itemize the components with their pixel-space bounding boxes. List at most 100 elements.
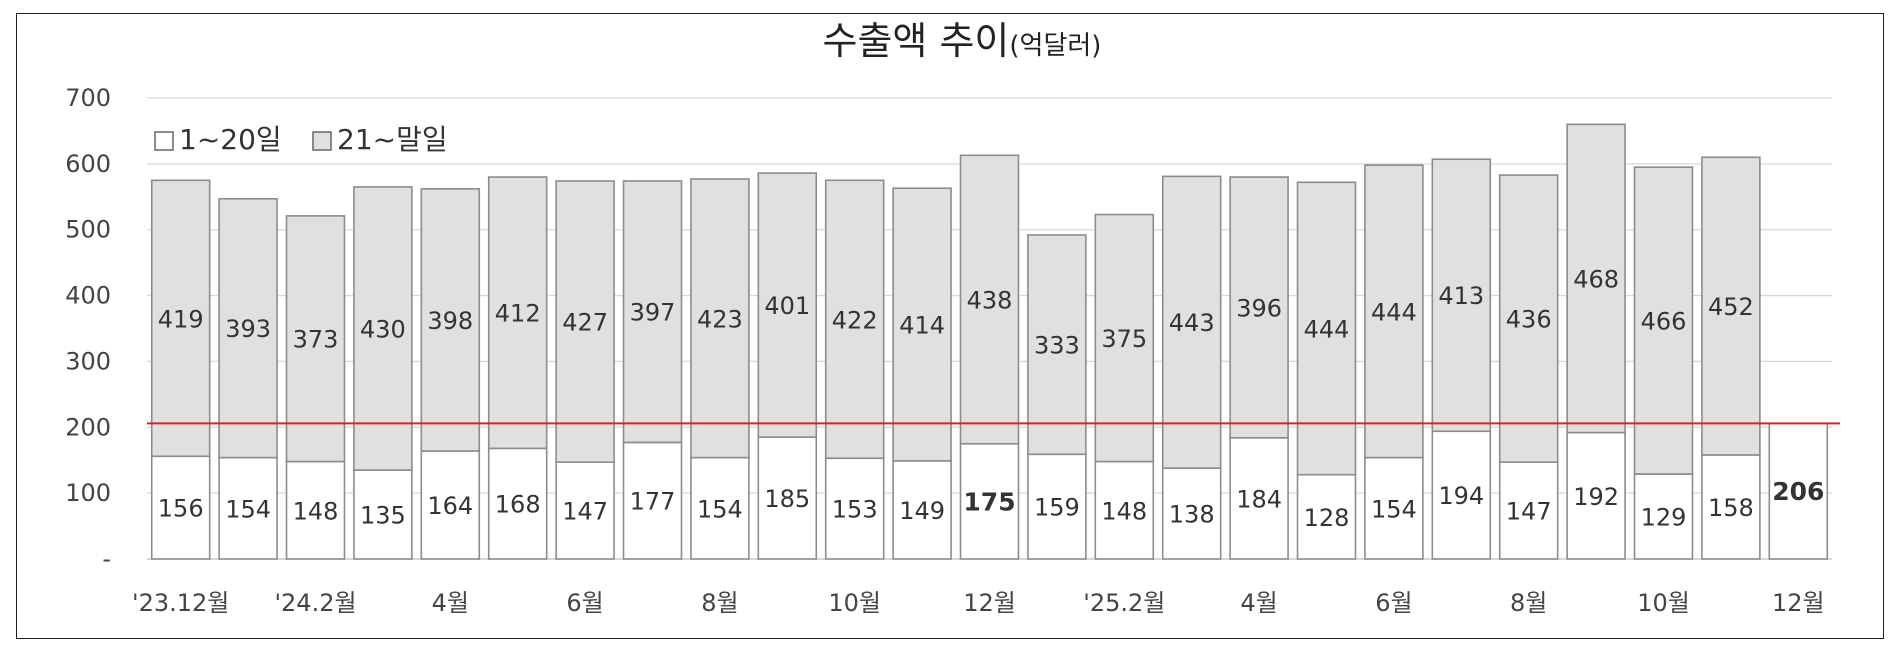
data-label: 419 — [158, 305, 204, 333]
data-label: 147 — [1506, 498, 1552, 526]
x-tick-label: 4월 — [1240, 589, 1277, 617]
data-label: 436 — [1506, 306, 1552, 334]
bar-segment-21-end — [622, 180, 683, 444]
data-label: 184 — [1236, 485, 1282, 513]
bar-segment-1-20 — [1768, 422, 1829, 560]
legend: 1~20일 21~말일 — [154, 123, 448, 156]
bar-segment-1-20 — [1094, 460, 1155, 560]
chart: 수출액 추이(억달러) - 100 200 300 400 500 600 700 419 15… — [65, 19, 1840, 617]
bar-segment-1-20 — [1498, 461, 1559, 560]
bar-segment-21-end — [757, 172, 818, 438]
bar-segment-21-end — [1364, 164, 1424, 459]
data-label: 430 — [360, 316, 406, 344]
chart-title: 수출액 추이(억달러) — [823, 19, 1102, 63]
data-label: 423 — [697, 305, 743, 333]
bar-segment-21-end — [555, 180, 615, 463]
bar-segment-1-20 — [1431, 430, 1492, 560]
bar-segment-21-end — [487, 176, 548, 450]
x-tick-label: 6월 — [1375, 589, 1412, 617]
y-axis-tick-labels: - 100 200 300 400 500 600 700 — [65, 84, 111, 573]
data-label: 206 — [1772, 477, 1824, 506]
y-tick-label: 200 — [65, 413, 111, 441]
bar-segment-21-end — [150, 179, 211, 458]
data-label: 149 — [899, 497, 945, 525]
data-label: 413 — [1438, 282, 1484, 310]
bar-segment-21-end — [1701, 156, 1761, 456]
y-tick-label: - — [102, 545, 111, 573]
data-label: 393 — [225, 315, 271, 343]
data-label: 154 — [697, 495, 743, 523]
x-tick-label: 12월 — [963, 589, 1016, 617]
bar-segment-1-20 — [1296, 473, 1357, 560]
data-label: 185 — [764, 485, 810, 513]
data-label: 175 — [963, 487, 1015, 516]
bar-segment-21-end — [1094, 213, 1155, 463]
bar-segment-1-20 — [1364, 456, 1424, 560]
bar-segment-1-20 — [555, 461, 615, 560]
bar-segment-1-20 — [690, 456, 750, 560]
y-tick-label: 100 — [65, 479, 111, 507]
bar-segment-1-20 — [1566, 431, 1626, 560]
data-labels: 419 156 393 154 373 148 430 135 398 164 412 168 427 1… — [158, 265, 1825, 531]
bar-segment-1-20 — [487, 447, 548, 560]
data-label: 153 — [832, 496, 878, 524]
bar-segment-21-end — [1566, 123, 1626, 434]
bar-series — [150, 123, 1829, 560]
chart-title-unit: (억달러) — [1009, 31, 1101, 61]
data-label: 414 — [899, 312, 945, 340]
data-label: 148 — [293, 497, 339, 525]
bar-segment-21-end — [218, 197, 278, 459]
bar-segment-21-end — [1498, 174, 1559, 463]
x-tick-label: '23.12월 — [132, 589, 229, 617]
data-label: 156 — [158, 495, 204, 523]
bar-segment-1-20 — [1229, 437, 1289, 560]
data-label: 158 — [1708, 494, 1754, 522]
data-label: 412 — [495, 300, 541, 328]
data-label: 438 — [967, 287, 1013, 315]
bar-segment-1-20 — [757, 436, 818, 560]
data-label: 427 — [562, 309, 608, 337]
data-label: 452 — [1708, 293, 1754, 321]
bar-segment-21-end — [892, 187, 952, 462]
data-label: 401 — [764, 292, 810, 320]
bar-segment-21-end — [824, 179, 885, 460]
data-label: 168 — [495, 491, 541, 519]
legend-swatch — [312, 131, 332, 151]
x-axis-tick-labels: '23.12월 '24.2월 4월 6월 8월 10월 12월 '25.2월 4월 6월 8월 10월… — [132, 589, 1825, 617]
data-label: 154 — [1371, 495, 1417, 523]
data-label: 422 — [832, 306, 878, 334]
chart-frame: 수출액 추이(억달러) - 100 200 300 400 500 600 700 419 15… — [16, 13, 1884, 639]
bar-segment-21-end — [1229, 176, 1289, 439]
x-tick-label: 8월 — [701, 589, 738, 617]
bar-segment-1-20 — [1701, 454, 1761, 560]
data-label: 466 — [1641, 308, 1687, 336]
y-tick-label: 300 — [65, 347, 111, 375]
data-label: 444 — [1304, 316, 1350, 344]
bar-segment-21-end — [420, 188, 481, 452]
y-tick-label: 400 — [65, 282, 111, 310]
legend-swatch — [154, 131, 174, 151]
chart-title-main: 수출액 추이 — [823, 19, 1010, 63]
x-tick-label: 10월 — [828, 589, 881, 617]
data-label: 468 — [1573, 265, 1619, 293]
data-label: 444 — [1371, 298, 1417, 326]
bar-segment-21-end — [1027, 234, 1087, 456]
data-label: 129 — [1641, 504, 1687, 532]
data-label: 138 — [1169, 501, 1215, 529]
data-label: 128 — [1304, 504, 1350, 532]
bar-segment-1-20 — [892, 460, 952, 560]
data-label: 373 — [293, 326, 339, 354]
bar-segment-21-end — [690, 178, 750, 459]
bar-segment-1-20 — [150, 455, 211, 560]
legend-label: 21~말일 — [337, 123, 448, 156]
data-label: 375 — [1101, 325, 1147, 353]
bar-segment-21-end — [1431, 158, 1492, 433]
data-label: 177 — [630, 488, 676, 516]
data-label: 164 — [427, 492, 473, 520]
x-tick-label: 12월 — [1772, 589, 1825, 617]
data-label: 154 — [225, 495, 271, 523]
y-tick-label: 600 — [65, 150, 111, 178]
data-label: 147 — [562, 498, 608, 526]
bar-segment-1-20 — [218, 456, 278, 560]
x-tick-label: 6월 — [566, 589, 603, 617]
